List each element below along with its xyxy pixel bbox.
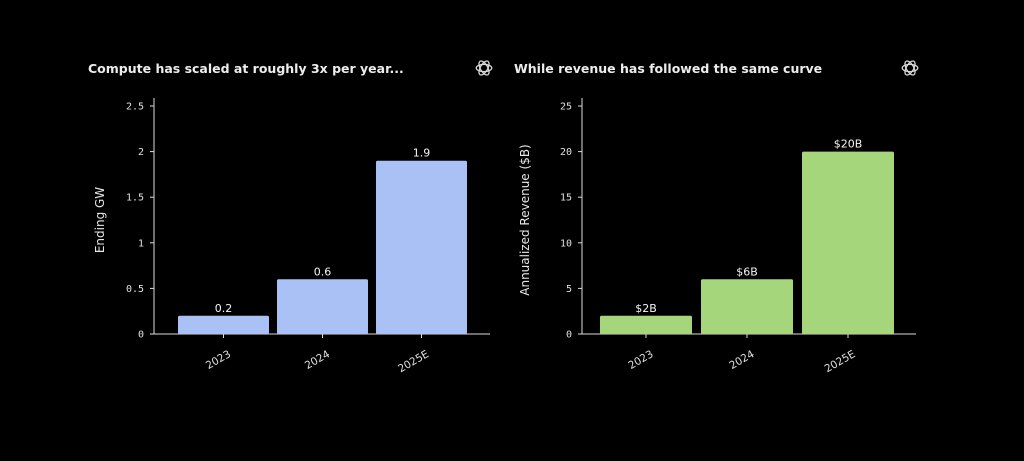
compute-y-tick-label: 0 [138,330,144,341]
revenue-y-tick-label: 10 [560,238,572,249]
revenue-bar-2025E [802,151,894,334]
compute-data-label: 0.2 [215,302,233,315]
revenue-y-tick-label: 5 [566,284,572,295]
revenue-y-tick-label: 20 [560,147,572,158]
compute-bar-2025E [376,160,467,334]
compute-chart-title: Compute has scaled at roughly 3x per yea… [88,61,404,76]
revenue-x-tick-label: 2023 [626,348,655,372]
compute-y-tick-label: 0.5 [126,284,144,295]
revenue-bar-2024 [701,279,793,334]
compute-data-label: 1.9 [413,147,431,160]
revenue-x-tick-label: 2024 [727,348,756,372]
revenue-data-label: $20B [834,138,863,151]
revenue-chart-title: While revenue has followed the same curv… [514,61,823,76]
revenue-y-axis-label: Annualized Revenue ($B) [518,144,532,295]
openai-logo-icon [475,60,493,76]
compute-y-axis-label: Ending GW [93,187,107,253]
openai-logo-icon [901,60,919,76]
revenue-y-tick-label: 25 [560,102,572,113]
compute-y-tick-label: 2.5 [126,102,144,113]
compute-y-tick-label: 1.5 [126,193,144,204]
compute-data-label: 0.6 [314,265,332,278]
compute-y-tick-label: 1 [138,238,144,249]
revenue-x-tick-label: 2025E [823,348,858,375]
revenue-y-tick-label: 15 [560,193,572,204]
compute-bar-2024 [277,279,368,334]
compute-y-tick-label: 2 [138,147,144,158]
compute-bar-2023 [178,315,269,334]
revenue-data-label: $6B [736,265,758,278]
revenue-bar-2023 [600,315,692,334]
revenue-y-tick-label: 0 [566,330,572,341]
revenue-data-label: $2B [635,302,657,315]
